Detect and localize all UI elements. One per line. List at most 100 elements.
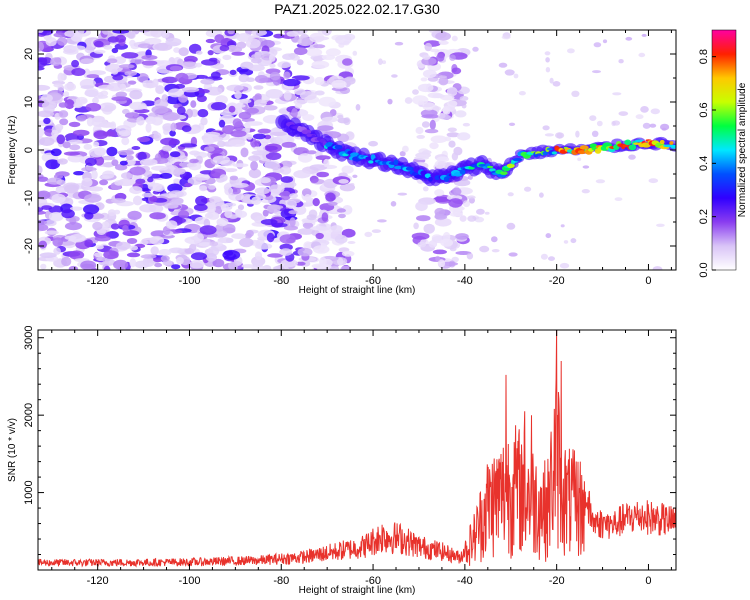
heatmap-noise-blob (310, 226, 328, 231)
heatmap-noise-blob (239, 98, 252, 104)
heatmap-noise-blob (178, 210, 190, 219)
heatmap-noise-blob (111, 96, 130, 102)
heatmap-noise-blob (429, 142, 439, 150)
heatmap-noise-blob (173, 178, 181, 184)
heatmap-noise-blob (254, 52, 261, 60)
heatmap-noise-blob (595, 179, 606, 184)
heatmap-noise-blob (544, 51, 551, 56)
heatmap-noise-blob (153, 132, 162, 142)
heatmap-noise-blob (165, 220, 178, 230)
heatmap-noise-blob (563, 240, 569, 244)
heatmap-noise-blob (93, 49, 106, 54)
spectrogram-heatmap (38, 30, 676, 270)
heatmap-noise-blob (289, 217, 296, 227)
x-tick-label: -40 (457, 575, 473, 587)
heatmap-noise-blob (302, 222, 314, 229)
heatmap-noise-blob (628, 154, 636, 160)
heatmap-noise-blob (73, 102, 83, 109)
heatmap-noise-blob (491, 236, 498, 243)
heatmap-noise-blob (86, 74, 100, 79)
heatmap-noise-blob (251, 150, 270, 156)
heatmap-noise-blob (422, 186, 429, 192)
heatmap-noise-blob (291, 75, 310, 81)
heatmap-noise-blob (661, 127, 667, 131)
heatmap-noise-blob (429, 119, 436, 130)
heatmap-noise-blob (224, 186, 234, 196)
heatmap-noise-blob (184, 55, 198, 63)
heatmap-noise-blob (467, 215, 477, 222)
heatmap-signal-core (628, 144, 637, 151)
heatmap-signal-core (393, 159, 399, 166)
heatmap-noise-blob (85, 157, 97, 166)
heatmap-noise-blob (39, 137, 55, 146)
heatmap-noise-blob (44, 219, 57, 227)
heatmap-noise-blob (167, 183, 183, 193)
heatmap-noise-blob (181, 87, 200, 93)
heatmap-noise-blob (602, 39, 608, 44)
heatmap-noise-blob (212, 258, 225, 268)
heatmap-noise-blob (43, 117, 51, 125)
heatmap-noise-blob (165, 37, 182, 47)
heatmap-noise-blob (382, 60, 387, 65)
heatmap-noise-blob (321, 212, 329, 222)
heatmap-noise-blob (548, 256, 555, 261)
heatmap-noise-blob (115, 91, 128, 98)
heatmap-noise-blob (165, 95, 183, 105)
heatmap-noise-blob (437, 259, 446, 268)
heatmap-signal-core (542, 151, 548, 156)
heatmap-noise-blob (298, 153, 313, 163)
heatmap-noise-blob (280, 190, 291, 201)
heatmap-noise-blob (390, 201, 397, 207)
heatmap-noise-blob (134, 260, 150, 269)
heatmap-noise-blob (124, 70, 137, 77)
heatmap-noise-blob (364, 231, 373, 238)
heatmap-noise-blob (542, 125, 550, 131)
heatmap-noise-blob (539, 192, 544, 198)
heatmap-noise-blob (113, 56, 126, 64)
heatmap-noise-blob (260, 219, 278, 225)
heatmap-noise-blob (39, 252, 57, 258)
heatmap-noise-blob (41, 205, 53, 211)
heatmap-noise-blob (58, 110, 69, 118)
heatmap-noise-blob (448, 260, 456, 268)
heatmap-noise-blob (150, 30, 164, 38)
heatmap-noise-blob (69, 233, 86, 243)
heatmap-noise-blob (144, 37, 162, 45)
heatmap-noise-blob (141, 192, 154, 198)
x-tick-label: -20 (549, 275, 565, 287)
heatmap-noise-blob (189, 158, 199, 164)
heatmap-noise-blob (556, 132, 563, 139)
heatmap-noise-blob (280, 181, 297, 188)
heatmap-noise-blob (101, 155, 116, 161)
heatmap-noise-blob (415, 201, 428, 212)
heatmap-noise-blob (416, 215, 431, 222)
heatmap-noise-blob (335, 35, 352, 45)
heatmap-noise-blob (85, 102, 102, 112)
heatmap-signal-core (428, 176, 433, 182)
heatmap-noise-blob (105, 63, 123, 73)
heatmap-noise-blob (97, 92, 104, 98)
heatmap-noise-blob (61, 256, 72, 267)
heatmap-noise-blob (448, 140, 456, 148)
heatmap-noise-blob (421, 114, 440, 119)
heatmap-noise-blob (129, 89, 143, 100)
heatmap-noise-blob (544, 133, 555, 137)
heatmap-noise-blob (161, 76, 178, 84)
heatmap-noise-blob (132, 195, 143, 206)
heatmap-noise-blob (325, 48, 341, 57)
heatmap-noise-blob (347, 241, 356, 244)
heatmap-noise-blob (225, 238, 234, 243)
heatmap-noise-blob (417, 83, 434, 93)
heatmap-noise-blob (582, 165, 590, 169)
colorbar-tick-label: 0.2 (698, 209, 710, 224)
heatmap-noise-blob (117, 178, 136, 187)
heatmap-noise-blob (222, 250, 241, 260)
heatmap-noise-blob (329, 265, 340, 270)
heatmap-noise-blob (38, 66, 45, 71)
heatmap-noise-blob (352, 50, 358, 56)
heatmap-noise-blob (368, 140, 378, 147)
heatmap-noise-blob (228, 139, 246, 147)
heatmap-noise-blob (113, 209, 121, 215)
heatmap-noise-blob (436, 53, 445, 62)
heatmap-noise-blob (313, 44, 326, 49)
